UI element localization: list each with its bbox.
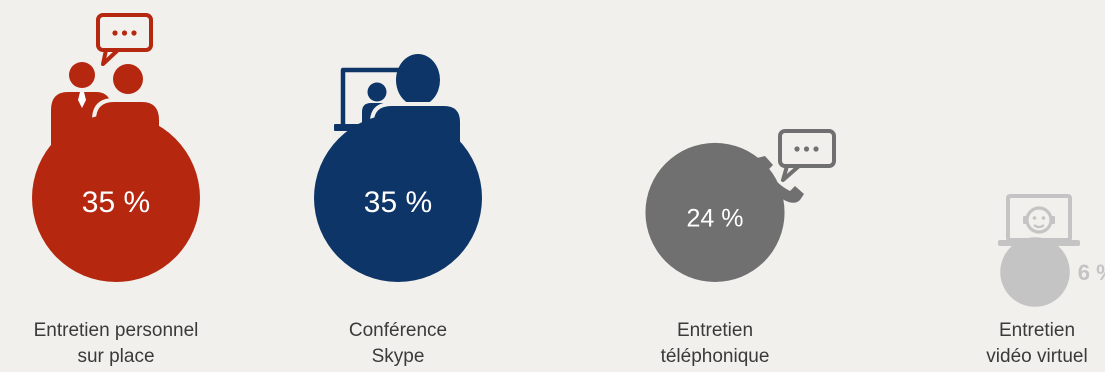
- category-label-2-line-2: Skype: [372, 346, 425, 367]
- value-label-3: 24 %: [687, 204, 744, 232]
- value-label-2: 35 %: [364, 186, 432, 219]
- category-label-3-line-2: téléphonique: [661, 346, 770, 367]
- category-label-1-line-1: Entretien personnel: [34, 320, 199, 341]
- bubble-3: [645, 142, 785, 282]
- category-label-3-line-1: Entretien: [677, 320, 753, 341]
- category-labels: Entretien personnel sur place Conférence Sk…: [34, 320, 1088, 367]
- bubble-series: 35 % 35 % 24 % 6 %: [32, 114, 1105, 307]
- bubble-2: [314, 114, 482, 282]
- bubble-1: [32, 114, 200, 282]
- category-label-1-line-2: sur place: [77, 346, 154, 367]
- value-label-1: 35 %: [82, 186, 150, 219]
- value-label-4: 6 %: [1078, 260, 1105, 285]
- category-label-4-line-2: vidéo virtuel: [986, 346, 1087, 367]
- bubble-4: [1000, 237, 1070, 307]
- category-label-4-line-1: Entretien: [999, 320, 1075, 341]
- category-label-2-line-1: Conférence: [349, 320, 447, 341]
